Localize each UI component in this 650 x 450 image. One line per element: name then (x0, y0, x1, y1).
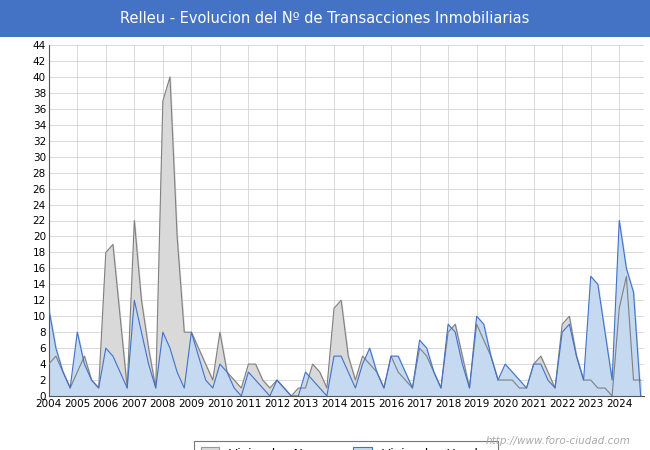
Legend: Viviendas Nuevas, Viviendas Usadas: Viviendas Nuevas, Viviendas Usadas (194, 441, 498, 450)
Text: http://www.foro-ciudad.com: http://www.foro-ciudad.com (486, 436, 630, 446)
Text: Relleu - Evolucion del Nº de Transacciones Inmobiliarias: Relleu - Evolucion del Nº de Transaccion… (120, 11, 530, 26)
